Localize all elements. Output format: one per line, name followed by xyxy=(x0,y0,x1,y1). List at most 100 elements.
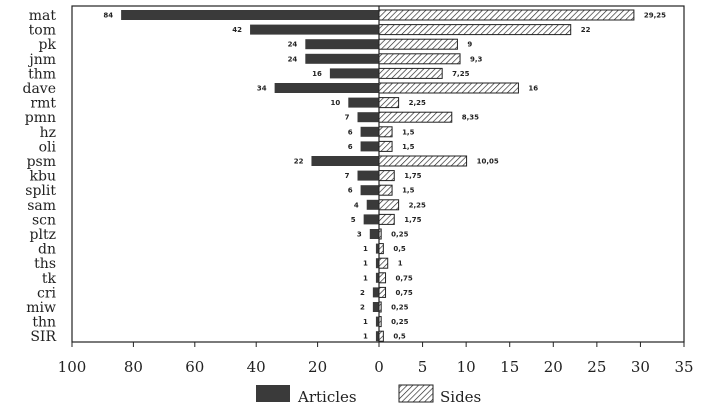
articles-value-label: 6 xyxy=(348,143,353,151)
sides-bar xyxy=(378,111,453,123)
sides-value-label: 0,75 xyxy=(396,274,413,282)
articles-value-label: 1 xyxy=(363,274,368,282)
category-label: ths xyxy=(34,256,56,272)
articles-bar xyxy=(375,243,379,254)
sides-bar xyxy=(378,97,400,109)
sides-value-label: 9 xyxy=(467,41,472,49)
category-label: miw xyxy=(26,300,56,316)
articles-value-label: 16 xyxy=(312,70,322,78)
articles-value-label: 7 xyxy=(345,172,350,180)
category-label: mat xyxy=(29,8,57,24)
articles-bar xyxy=(305,39,379,50)
category-label: oli xyxy=(39,139,57,155)
x-tick-label: 100 xyxy=(58,358,87,376)
category-label: pltz xyxy=(30,227,56,243)
articles-value-label: 5 xyxy=(351,216,356,224)
sides-bar xyxy=(378,199,400,211)
articles-value-label: 22 xyxy=(294,158,304,166)
articles-bar xyxy=(375,258,379,269)
articles-value-label: 7 xyxy=(345,114,350,122)
x-tick-label: 20 xyxy=(308,358,327,376)
articles-bar xyxy=(274,83,379,93)
articles-bar xyxy=(121,10,380,20)
sides-bar xyxy=(378,213,395,225)
sides-value-label: 1,75 xyxy=(404,216,421,224)
category-label: pmn xyxy=(25,110,56,126)
category-label: rmt xyxy=(30,96,56,112)
category-label: thn xyxy=(32,315,56,331)
sides-value-label: 16 xyxy=(528,85,538,93)
category-label: psm xyxy=(27,154,56,170)
legend-label-sides: Sides xyxy=(440,388,481,406)
articles-bar xyxy=(366,199,379,210)
articles-bar xyxy=(375,272,379,283)
articles-value-label: 2 xyxy=(360,289,365,297)
articles-bar xyxy=(311,156,379,166)
sides-bar xyxy=(378,272,387,284)
x-tick-label: 15 xyxy=(500,358,519,376)
articles-value-label: 34 xyxy=(257,85,267,93)
sides-value-label: 22 xyxy=(581,26,591,34)
sides-value-label: 0,75 xyxy=(396,289,413,297)
articles-bar xyxy=(357,170,379,181)
articles-value-label: 1 xyxy=(363,318,368,326)
category-label: thm xyxy=(28,66,56,82)
articles-value-label: 6 xyxy=(348,128,353,136)
sides-bar xyxy=(378,286,387,298)
x-tick-label: 60 xyxy=(185,358,204,376)
sides-value-label: 8,35 xyxy=(462,114,479,122)
x-tick-label: 80 xyxy=(124,358,143,376)
articles-value-label: 42 xyxy=(232,26,242,34)
sides-bar xyxy=(378,82,519,94)
legend: Articles Sides xyxy=(256,384,481,406)
articles-value-label: 2 xyxy=(360,304,365,312)
articles-bar xyxy=(375,331,379,342)
sides-bar xyxy=(378,53,461,65)
sides-value-label: 1,5 xyxy=(402,143,415,151)
articles-value-label: 10 xyxy=(331,99,341,107)
articles-bar xyxy=(360,126,379,137)
x-tick-label: 40 xyxy=(247,358,266,376)
category-label: jnm xyxy=(27,52,56,68)
plot-frame xyxy=(71,5,685,343)
x-tick-label: 0 xyxy=(374,358,384,376)
x-tick-label: 10 xyxy=(457,358,476,376)
sides-value-label: 7,25 xyxy=(452,70,469,78)
category-label: tk xyxy=(42,271,57,287)
articles-value-label: 6 xyxy=(348,187,353,195)
category-label: scn xyxy=(32,212,56,228)
articles-value-label: 3 xyxy=(357,231,362,239)
sides-value-label: 0,5 xyxy=(393,245,406,253)
articles-bar xyxy=(372,302,379,312)
sides-bar xyxy=(378,184,393,196)
articles-value-label: 24 xyxy=(288,41,298,49)
articles-bar xyxy=(369,229,379,239)
sides-value-label: 2,25 xyxy=(409,99,426,107)
sides-bar xyxy=(378,330,384,342)
category-label: cri xyxy=(37,285,57,301)
articles-value-label: 84 xyxy=(103,12,113,20)
category-label: kbu xyxy=(30,169,56,185)
sides-value-label: 2,25 xyxy=(409,201,426,209)
articles-bar xyxy=(372,287,379,298)
articles-bar xyxy=(375,316,379,327)
category-label: hz xyxy=(40,125,56,141)
category-label: pk xyxy=(39,37,57,53)
category-label: SIR xyxy=(30,329,56,345)
articles-value-label: 24 xyxy=(288,55,298,63)
legend-swatch-articles xyxy=(256,385,290,402)
category-label: split xyxy=(25,183,56,199)
articles-value-label: 4 xyxy=(354,201,359,209)
sides-value-label: 0,25 xyxy=(391,304,408,312)
articles-bar xyxy=(250,24,379,35)
articles-bar xyxy=(348,97,379,108)
sides-value-label: 1,5 xyxy=(402,128,415,136)
sides-bar xyxy=(378,243,384,255)
sides-bar xyxy=(378,126,393,138)
sides-value-label: 1 xyxy=(398,260,403,268)
sides-value-label: 9,3 xyxy=(470,55,483,63)
x-tick-label: 35 xyxy=(674,358,693,376)
legend-label-articles: Articles xyxy=(297,388,357,406)
sides-bar xyxy=(378,228,382,240)
